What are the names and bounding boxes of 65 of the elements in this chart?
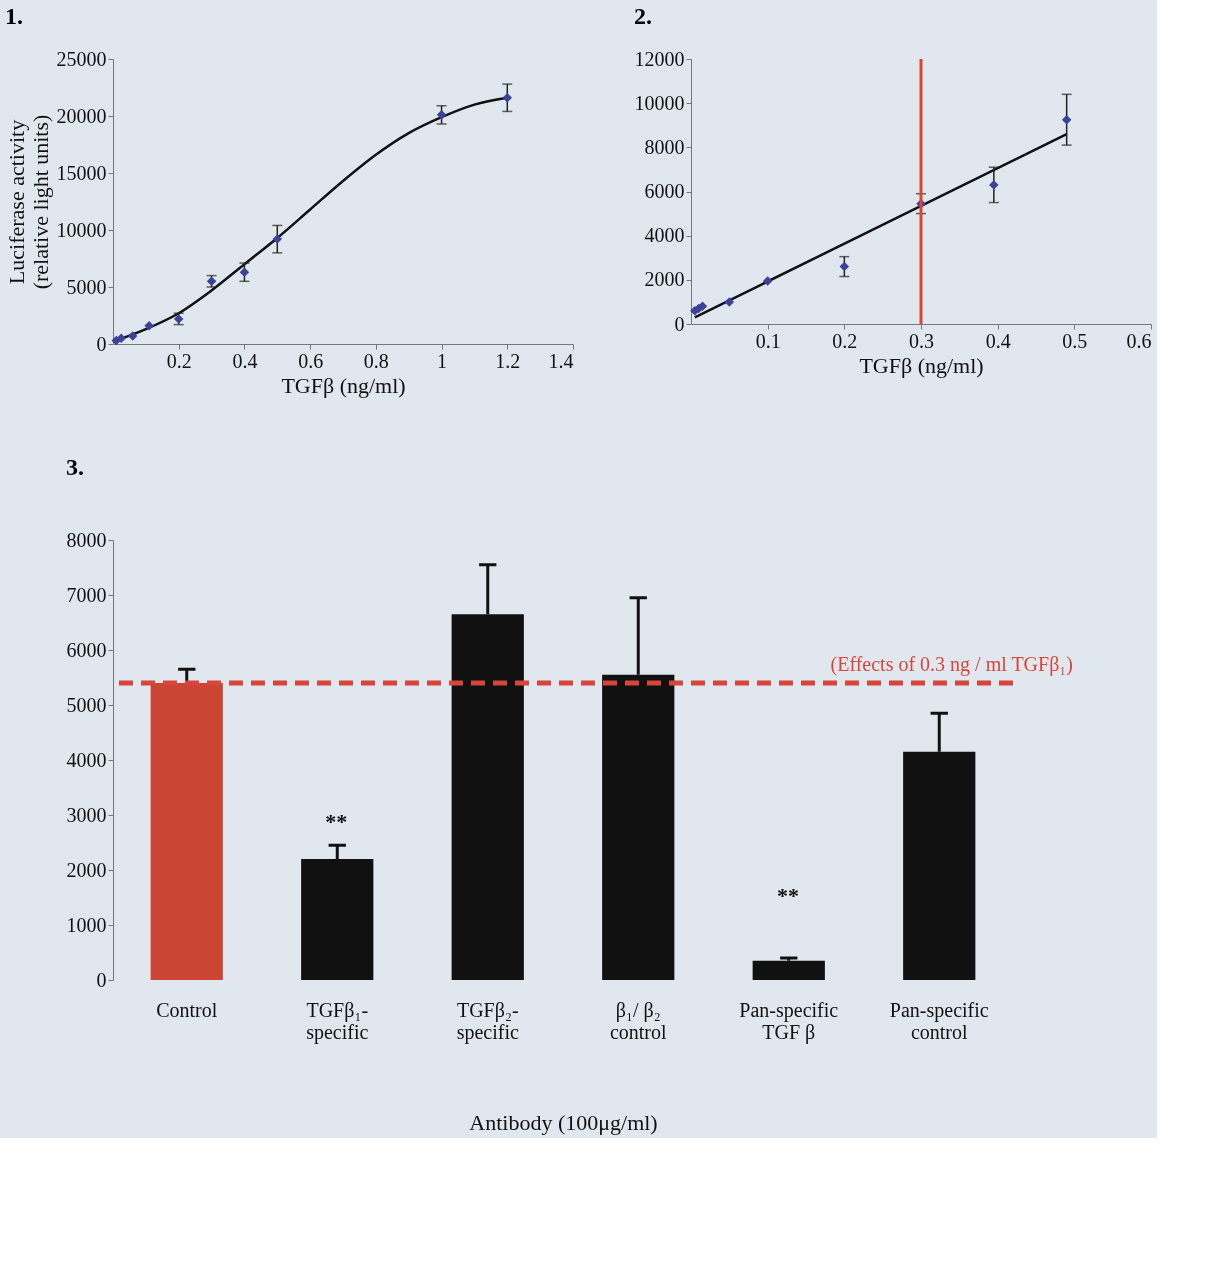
y-tick-label: 5000: [66, 275, 107, 298]
y-tick-label: 5000: [66, 693, 107, 716]
x-tick-label: Pan-specific control: [889, 998, 989, 1043]
point: [239, 267, 250, 277]
y-tick-label: 0: [674, 312, 685, 335]
chart-title: 3.: [66, 454, 84, 480]
x-tick-label: 1.4: [548, 349, 574, 372]
x-axis-title: TGFβ (ng/ml): [859, 352, 984, 378]
point: [839, 261, 850, 272]
point: [144, 321, 154, 331]
y-tick-label: 12000: [634, 47, 685, 70]
y-tick-label: 2000: [644, 268, 685, 291]
y-tick-label: 4000: [644, 224, 685, 247]
y-tick-label: 6000: [644, 180, 685, 202]
y-tick-label: 6000: [66, 638, 107, 661]
x-tick-label: 0.6: [1126, 329, 1152, 352]
y-tick-label: 20000: [56, 104, 107, 127]
y-tick-label: 10000: [56, 218, 107, 241]
x-tick-label: 1.2: [495, 349, 521, 372]
x-tick-label: 0.6: [298, 349, 324, 372]
point: [127, 331, 138, 341]
y-tick-label: 25000: [56, 47, 107, 70]
point: [116, 333, 126, 344]
x-tick-label: 0.3: [909, 329, 934, 352]
y-tick-label: 4000: [66, 748, 107, 771]
chart-title: 1.: [5, 3, 23, 29]
y-tick-label: 8000: [644, 135, 685, 158]
bar: [752, 960, 825, 980]
point: [724, 297, 735, 307]
point: [272, 234, 283, 244]
x-tick-label: β₁/ β₂ control: [609, 998, 668, 1043]
y-axis-title: Luciferase activity (relative light units): [3, 114, 53, 290]
y-tick-label: 0: [96, 332, 107, 355]
annotation: **: [325, 808, 348, 834]
x-tick-label: TGFβ₁- specific: [306, 998, 369, 1044]
x-tick-label: 1: [437, 349, 448, 372]
y-tick-label: 8000: [66, 528, 107, 551]
y-tick-label: 1000: [66, 913, 107, 936]
x-tick-label: Control: [156, 998, 218, 1021]
x-tick-label: TGFβ₂- specific: [456, 998, 519, 1044]
x-tick-label: 0.1: [755, 329, 781, 352]
y-tick-label: 10000: [634, 91, 685, 114]
x-tick-label: 0.5: [1062, 329, 1088, 352]
x-tick-label: Pan-specific TGF β: [739, 998, 839, 1044]
point: [989, 180, 999, 190]
point: [762, 276, 773, 286]
point: [1061, 114, 1072, 125]
point: [436, 110, 447, 120]
y-tick-label: 7000: [66, 583, 107, 606]
chart-title: 2.: [634, 3, 652, 29]
y-tick-label: 2000: [66, 858, 107, 881]
y-tick-label: 0: [96, 968, 107, 991]
x-tick-label: 0.2: [832, 329, 858, 352]
x-tick-label: 0.4: [232, 349, 258, 372]
ref-line-label: (Effects of 0.3 ng / ml TGFβ₁): [830, 653, 1073, 676]
y-tick-label: 3000: [66, 803, 107, 826]
x-tick-label: 0.2: [166, 349, 192, 372]
bar: [150, 683, 223, 980]
annotation: **: [777, 883, 799, 909]
x-axis-title: Antibody (100μg/ml): [469, 1109, 658, 1135]
y-tick-label: 15000: [56, 161, 107, 184]
x-tick-label: 0.4: [985, 329, 1011, 352]
x-axis-title: TGFβ (ng/ml): [281, 372, 406, 398]
point: [502, 93, 513, 103]
x-tick-label: 0.8: [363, 349, 389, 372]
